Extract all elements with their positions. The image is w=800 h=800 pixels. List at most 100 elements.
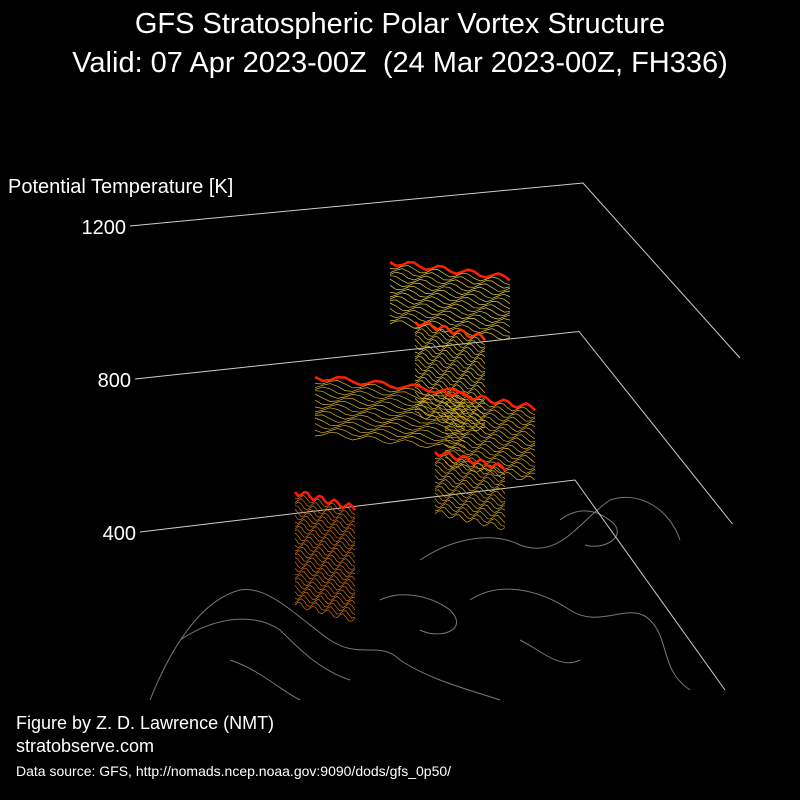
chart-title: GFS Stratospheric Polar Vortex Structure	[135, 8, 665, 40]
vortex-contour	[389, 313, 511, 334]
vortex-contour	[389, 308, 511, 328]
website: stratobserve.com	[16, 736, 154, 756]
vortex-contour	[389, 302, 511, 323]
credit: Figure by Z. D. Lawrence (NMT)	[16, 713, 274, 733]
vortex-contour	[294, 581, 356, 601]
vortex-contour	[444, 461, 536, 481]
coastlines	[149, 496, 691, 701]
vortex-contour	[294, 550, 356, 571]
vortex-contour	[314, 414, 466, 435]
vortex-contour	[434, 465, 506, 486]
vortex-contour	[294, 508, 356, 529]
vortex-contour	[294, 505, 356, 526]
coastline	[149, 589, 501, 701]
z-tick-label: 800	[98, 370, 131, 392]
vortex-contour	[389, 268, 511, 289]
vortex-contour	[444, 443, 536, 464]
vortex-contour	[444, 438, 536, 458]
vortex-contour	[434, 486, 506, 506]
vortex-contour	[294, 514, 356, 534]
vortex-contour	[414, 368, 486, 388]
vortex-contour	[444, 453, 536, 474]
vortex-contour	[294, 585, 356, 605]
coastline	[469, 588, 691, 691]
vortex-contour	[294, 491, 357, 512]
vortex-contour	[414, 411, 486, 431]
vortex-contour	[444, 450, 536, 471]
vortex-contour	[414, 404, 486, 425]
vortex-contour	[314, 380, 466, 401]
vortex-contour	[444, 446, 536, 467]
vortex-contour	[414, 344, 486, 364]
vortex-contour	[295, 571, 356, 592]
vortex-contour	[414, 348, 486, 370]
vortex-contour	[314, 393, 466, 414]
vortex-contour	[444, 405, 536, 426]
data-source: Data source: GFS, http://nomads.ncep.noa…	[16, 763, 451, 779]
vortex-contour	[294, 556, 356, 578]
vortex-contour	[294, 543, 356, 564]
vortex-contour	[414, 328, 486, 349]
vortex-contour	[294, 495, 356, 516]
coastline	[379, 594, 457, 635]
vortex-contour	[294, 598, 356, 619]
z-axis-label: Potential Temperature [K]	[8, 176, 233, 198]
vortex-contour	[294, 538, 356, 558]
vortex-contour	[389, 292, 511, 313]
vortex-contour	[414, 338, 486, 359]
vortex-contour	[434, 489, 506, 510]
vortex-contour	[434, 478, 506, 500]
vortex-contour	[434, 506, 506, 527]
vortex-contour	[389, 289, 511, 310]
vortex-contour	[444, 432, 536, 453]
vortex-contour	[414, 352, 486, 373]
vortex-contour	[434, 451, 506, 472]
vortex-contour	[294, 526, 356, 546]
vortex-contour	[414, 380, 486, 401]
vortex-contour	[294, 577, 356, 598]
z-grid-plane	[129, 182, 741, 359]
vortex-contour	[414, 356, 486, 376]
vortex-contour	[314, 383, 466, 404]
vortex-contour	[314, 399, 466, 420]
coastline	[179, 618, 351, 681]
vortex-contour	[294, 501, 356, 522]
vortex-contour	[444, 414, 536, 434]
vortex-contour	[314, 417, 466, 438]
vortex-contour	[434, 458, 506, 479]
coastline	[419, 496, 681, 561]
vortex-contour	[444, 391, 536, 412]
z-grid-plane	[139, 479, 726, 691]
vortex-contour	[389, 316, 511, 337]
vortex-contour	[434, 492, 506, 514]
vortex-contour	[434, 455, 506, 476]
vortex-contour	[414, 331, 486, 352]
vortex-contour	[294, 574, 356, 595]
z-grid-plane	[134, 330, 733, 525]
vortex-contour	[314, 411, 466, 431]
vortex-contour	[294, 561, 356, 581]
vortex-contour	[434, 498, 506, 518]
vortex-isosurface	[294, 260, 536, 622]
vortex-contour	[294, 594, 356, 616]
vortex-contour	[294, 601, 356, 622]
vortex-contour	[314, 428, 466, 449]
chart-subtitle: Valid: 07 Apr 2023-00Z (24 Mar 2023-00Z,…	[72, 47, 728, 79]
vortex-contour	[294, 553, 356, 574]
vortex-contour	[434, 468, 506, 489]
vortex-contour	[294, 532, 356, 554]
vortex-contour	[314, 431, 466, 452]
vortex-contour	[294, 518, 356, 540]
vortex-contour	[414, 335, 486, 356]
vortex-contour	[314, 375, 466, 397]
vortex-contour	[414, 359, 486, 380]
vortex-contour	[294, 546, 356, 567]
vortex-contour	[389, 278, 511, 299]
vortex-contour	[444, 456, 536, 477]
coastline	[559, 510, 618, 547]
vortex-contour	[314, 423, 466, 443]
vortex-contour	[389, 265, 511, 286]
vortex-contour	[294, 522, 356, 543]
vortex-contour	[314, 404, 466, 425]
